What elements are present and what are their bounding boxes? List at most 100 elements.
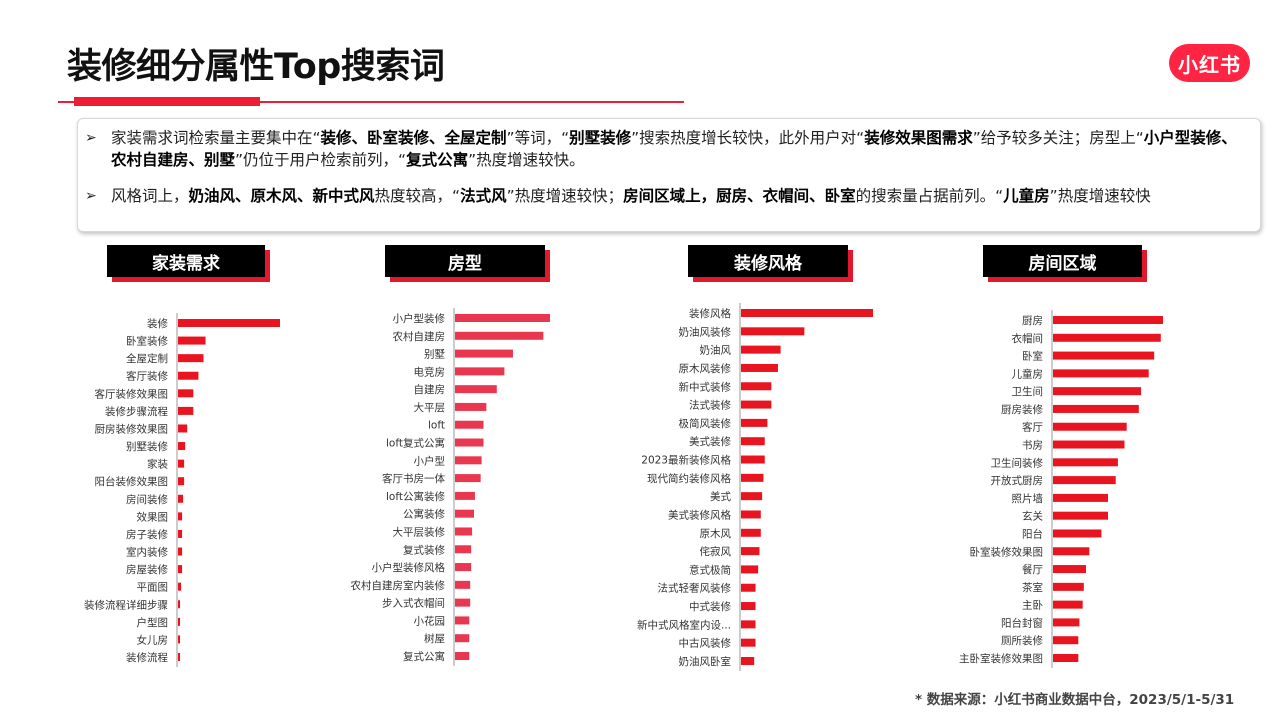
bar xyxy=(178,371,199,380)
category-label: 小户型装修风格 xyxy=(372,561,446,574)
category-label: 室内装修 xyxy=(126,546,168,559)
bar xyxy=(741,382,772,391)
chart-title-badge: 家装需求 xyxy=(107,245,265,277)
bar xyxy=(741,528,761,537)
chart-title-badge: 装修风格 xyxy=(688,245,848,277)
bar xyxy=(178,442,186,451)
bar xyxy=(455,367,505,376)
category-label: 树屋 xyxy=(424,632,445,645)
category-label: 2023最新装修风格 xyxy=(641,454,731,467)
bar xyxy=(178,354,204,363)
bar xyxy=(1053,369,1149,378)
bar xyxy=(741,638,756,647)
bar xyxy=(178,424,188,433)
category-label: 中式装修 xyxy=(689,600,731,613)
bar xyxy=(455,545,472,554)
category-label: 装修 xyxy=(147,317,168,330)
bar xyxy=(741,602,756,611)
bar xyxy=(455,385,497,394)
page-title: 装修细分属性Top搜索词 xyxy=(67,47,445,87)
category-label: 全屋定制 xyxy=(126,352,168,365)
category-label: 新中式装修 xyxy=(679,380,732,393)
category-label: 厨房 xyxy=(1022,314,1043,327)
category-label: 公寓装修 xyxy=(403,508,445,521)
bar xyxy=(178,319,280,327)
category-label: 卫生间装修 xyxy=(991,456,1044,469)
category-label: 客厅装修 xyxy=(126,370,168,383)
category-label: 原木风装修 xyxy=(679,362,732,375)
category-label: 别墅装修 xyxy=(126,440,168,453)
bar xyxy=(741,418,768,427)
bar xyxy=(741,455,765,464)
category-label: 主卧室装修效果图 xyxy=(959,652,1043,665)
bar xyxy=(1053,547,1090,556)
bar xyxy=(178,635,181,644)
bar xyxy=(741,492,763,501)
category-label: 小花园 xyxy=(414,614,446,627)
chart-1: 装修卧室装修全屋定制客厅装修客厅装修效果图装修步骤流程厨房装修效果图别墅装修家装… xyxy=(84,313,280,667)
bar xyxy=(178,565,183,574)
bar xyxy=(455,580,471,589)
category-label: 美式装修 xyxy=(689,435,731,448)
category-label: 厕所装修 xyxy=(1001,634,1043,647)
category-label: 侘寂风 xyxy=(700,545,732,558)
bar xyxy=(741,400,772,409)
xiaohongshu-logo: 小红书 xyxy=(1169,44,1250,82)
bar xyxy=(1053,582,1084,591)
bar xyxy=(741,565,759,574)
category-label: 书房 xyxy=(1022,439,1043,452)
category-label: 装修步骤流程 xyxy=(105,405,168,418)
bar xyxy=(741,473,764,482)
bar xyxy=(455,402,487,411)
bar xyxy=(1053,654,1079,662)
category-label: 阳台封窗 xyxy=(1001,616,1043,629)
bar xyxy=(455,616,470,625)
bar xyxy=(178,547,183,556)
category-label: 极简风装修 xyxy=(679,417,732,430)
category-label: 餐厅 xyxy=(1022,563,1043,576)
data-source-note: * 数据来源：小红书商业数据中台，2023/5/1-5/31 xyxy=(915,692,1235,708)
bar xyxy=(455,652,470,660)
category-label: 原木风 xyxy=(700,528,732,540)
category-label: 电竞房 xyxy=(414,365,446,378)
category-label: 阳台 xyxy=(1022,527,1043,540)
category-label: 美式装修风格 xyxy=(668,508,731,521)
bar xyxy=(455,474,481,483)
category-label: 客厅装修效果图 xyxy=(95,387,169,400)
bar xyxy=(178,600,181,609)
bar xyxy=(1053,493,1108,502)
bar xyxy=(741,345,781,354)
category-label: 复式公寓 xyxy=(403,650,445,663)
category-label: 卧室装修 xyxy=(126,335,168,348)
bar xyxy=(178,336,206,345)
bar xyxy=(178,529,183,538)
chart-title-badge: 房型 xyxy=(385,245,545,277)
category-label: 大平层装修 xyxy=(393,525,446,538)
bar xyxy=(455,509,474,518)
category-label: 玄关 xyxy=(1022,510,1044,523)
bullet-arrow-icon: ➢ xyxy=(85,130,97,146)
summary-bullet-1: ➢ 家装需求词检索量主要集中在“装修、卧室装修、全屋定制”等词，“别墅装修”搜索… xyxy=(85,127,1241,171)
bar xyxy=(178,494,184,503)
bar xyxy=(178,653,181,661)
category-label: 家装 xyxy=(147,458,168,471)
category-label: loft公寓装修 xyxy=(386,490,445,503)
bar xyxy=(741,657,755,665)
bar xyxy=(1053,316,1163,324)
category-label: 法式轻奢风装修 xyxy=(658,582,732,595)
category-label: 自建房 xyxy=(414,383,446,396)
category-label: 美式 xyxy=(710,490,731,503)
category-label: 卧室装修效果图 xyxy=(970,545,1044,558)
bar xyxy=(455,420,484,429)
bar xyxy=(455,491,475,500)
bar xyxy=(741,363,778,372)
bar xyxy=(455,456,482,465)
category-label: 茶室 xyxy=(1022,581,1043,594)
category-label: 农村自建房 xyxy=(393,330,446,343)
category-label: 装修流程详细步骤 xyxy=(84,598,168,611)
bar xyxy=(741,510,761,519)
bar xyxy=(1053,333,1161,342)
bar xyxy=(455,438,484,447)
category-label: 新中式风格室内设... xyxy=(637,618,731,631)
